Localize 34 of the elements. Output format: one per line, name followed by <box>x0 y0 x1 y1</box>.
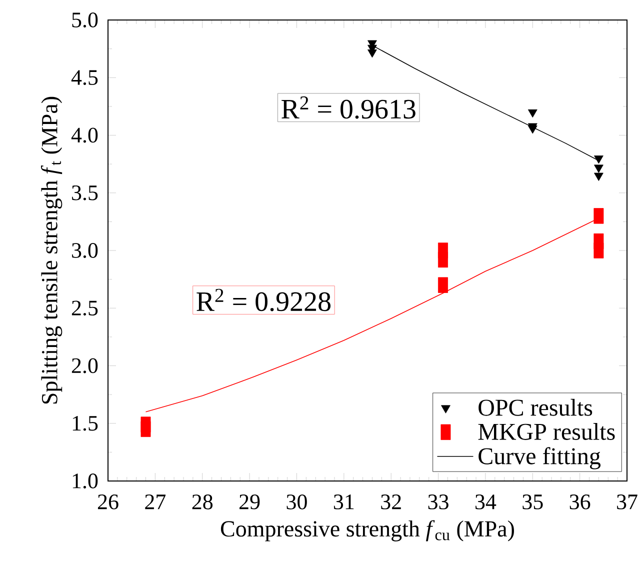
x-tick-label: 37 <box>617 494 638 510</box>
x-tick-label: 32 <box>381 494 401 510</box>
y-tick-label: 5.0 <box>72 12 98 28</box>
y-tick-label: 2.5 <box>72 300 98 316</box>
legend-label: Curve fitting <box>478 447 600 470</box>
x-tick-label: 29 <box>240 494 260 510</box>
point <box>528 109 538 118</box>
point <box>528 126 538 134</box>
x-tick-label: 36 <box>570 494 590 510</box>
y-tick-label: 1.0 <box>72 474 98 488</box>
x-tick-label: 30 <box>286 494 307 510</box>
annotation: R$^{2}$ = 0.9228 <box>196 288 330 312</box>
x-axis-title: Compressive strength f$_{cu}$ (MPa) <box>220 520 514 542</box>
x-tick-label: 34 <box>476 494 496 510</box>
x-tick-label: 33 <box>428 494 448 510</box>
point <box>594 172 604 181</box>
y-tick-label: 4.5 <box>71 70 98 86</box>
x-tick-label: 27 <box>145 494 166 510</box>
y-tick-label: 3.0 <box>72 243 98 258</box>
point <box>594 156 604 164</box>
point <box>594 164 604 173</box>
x-tick-label: 28 <box>192 494 213 510</box>
annotation: R$^{2}$ = 0.9613 <box>282 96 416 119</box>
legend-label: OPC results <box>478 398 592 416</box>
y-axis-title: Splitting tensile strength f$_{t}$ (MPa) <box>40 96 62 404</box>
x-tick-label: 31 <box>334 494 354 510</box>
y-tick-label: 4.0 <box>71 128 98 143</box>
x-tick-label: 26 <box>98 494 118 510</box>
point <box>368 49 377 58</box>
y-tick-label: 2.0 <box>72 358 98 374</box>
y-tick-label: 3.5 <box>72 185 98 200</box>
legend-label: MKGP results <box>478 423 615 440</box>
y-tick-label: 1.5 <box>72 416 98 431</box>
x-tick-label: 35 <box>522 494 543 510</box>
